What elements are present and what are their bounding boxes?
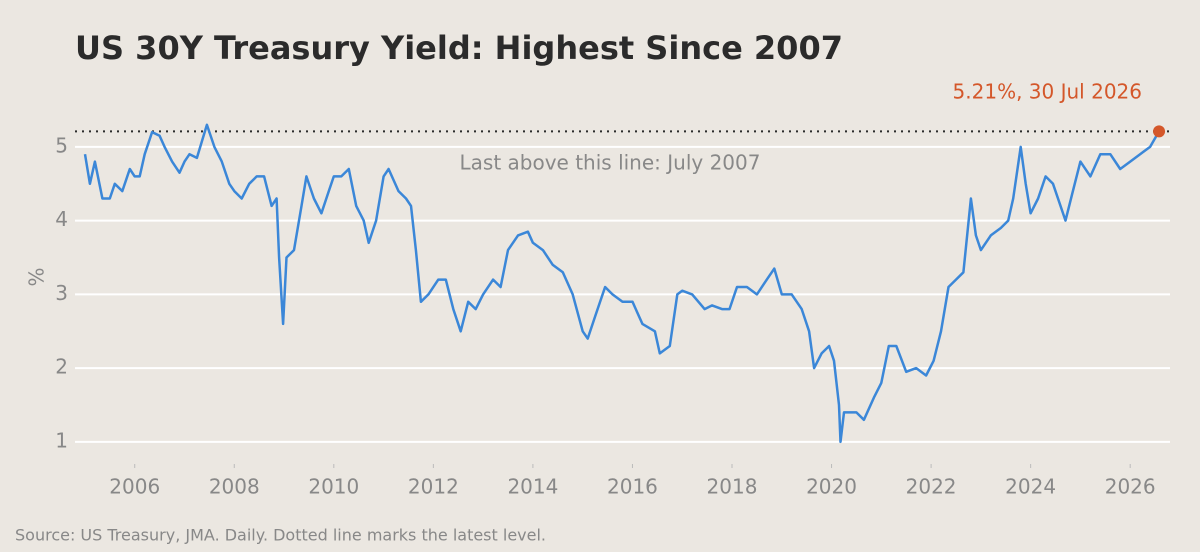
x-tick-label: 2018 (707, 475, 758, 499)
x-tick-label: 2020 (806, 475, 857, 499)
x-tick-label: 2022 (906, 475, 957, 499)
latest-label: 5.21%, 30 Jul 2026 (953, 80, 1142, 104)
x-tick-label: 2008 (209, 475, 260, 499)
latest-point (1153, 125, 1166, 138)
y-tick-label: 1 (55, 428, 68, 452)
x-tick-label: 2024 (1005, 475, 1056, 499)
annotation: Last above this line: July 2007 (460, 151, 761, 175)
x-tick-label: 2016 (607, 475, 658, 499)
x-tick-label: 2014 (507, 475, 558, 499)
series-line (83, 123, 1161, 444)
chart-title: US 30Y Treasury Yield: Highest Since 200… (75, 29, 843, 67)
y-tick-label: 2 (55, 355, 68, 379)
y-tick-label: 4 (55, 207, 68, 231)
x-tick-label: 2012 (408, 475, 459, 499)
x-tick-label: 2010 (308, 475, 359, 499)
source: Source: US Treasury, JMA. Daily. Dotted … (15, 526, 546, 545)
y-tick-label: 3 (55, 281, 68, 305)
x-tick-label: 2006 (109, 475, 160, 499)
y-tick-label: 5 (55, 133, 68, 157)
x-tick-label: 2026 (1105, 475, 1156, 499)
y-axis-label: % (25, 267, 49, 286)
